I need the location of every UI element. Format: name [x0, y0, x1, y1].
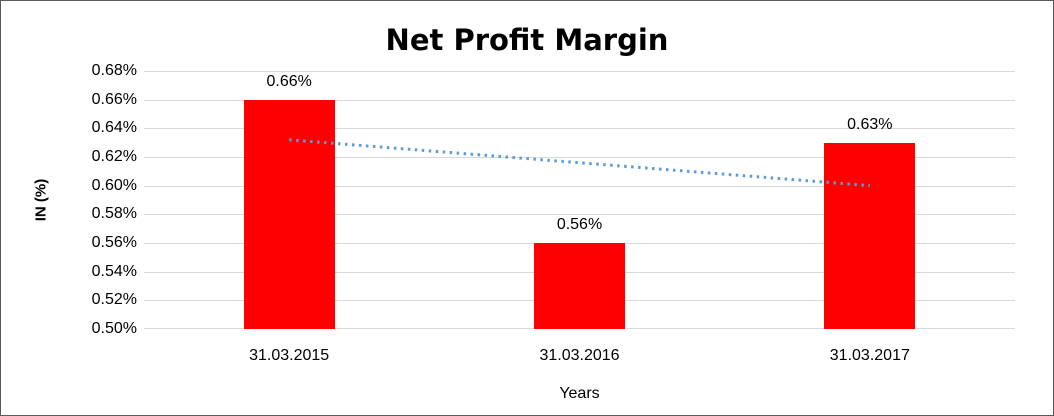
trendline	[289, 138, 870, 188]
y-tick-label: 0.64%	[91, 119, 137, 137]
bar-value-label: 0.66%	[266, 72, 312, 90]
bar-31.03.2015	[243, 99, 335, 329]
x-axis-title: Years	[559, 385, 600, 402]
gridline	[144, 71, 1015, 72]
y-tick-label: 0.60%	[91, 176, 137, 194]
bar-value-label: 0.63%	[847, 115, 893, 133]
gridline	[144, 157, 1015, 158]
y-tick-label: 0.68%	[91, 62, 137, 79]
x-tick-label: 31.03.2016	[539, 347, 620, 364]
bar-31.03.2016	[534, 243, 625, 329]
gridline	[144, 214, 1015, 215]
plot-area: 0.66% 0.56% 0.63%	[144, 71, 1015, 329]
chart-title: Net Profit Margin	[385, 23, 669, 57]
y-tick-label: 0.50%	[91, 320, 137, 337]
y-tick-label: 0.54%	[91, 262, 137, 280]
x-tick-label: 31.03.2015	[249, 347, 330, 364]
x-tick-label: 31.03.2017	[829, 347, 910, 364]
y-tick-label: 0.62%	[91, 148, 137, 165]
y-tick-label: 0.52%	[91, 291, 137, 309]
bar-value-label: 0.56%	[556, 216, 603, 233]
bar-31.03.2017	[824, 142, 916, 329]
y-tick-label: 0.66%	[91, 90, 137, 108]
gridline	[144, 100, 1015, 101]
gridline	[144, 128, 1015, 129]
y-tick-label: 0.56%	[91, 234, 137, 251]
y-tick-label: 0.58%	[91, 205, 137, 223]
gridline	[144, 186, 1015, 187]
